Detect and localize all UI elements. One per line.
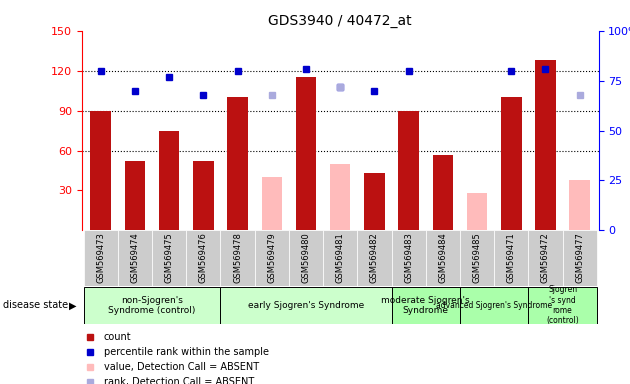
Text: GSM569484: GSM569484 [438, 232, 447, 283]
FancyBboxPatch shape [84, 230, 118, 286]
Text: disease state: disease state [3, 300, 68, 310]
FancyBboxPatch shape [152, 230, 186, 286]
Bar [159, 131, 180, 230]
Bar [295, 77, 316, 230]
Text: percentile rank within the sample: percentile rank within the sample [104, 347, 269, 357]
Title: GDS3940 / 40472_at: GDS3940 / 40472_at [268, 14, 412, 28]
Text: GSM569485: GSM569485 [472, 232, 481, 283]
Bar [91, 111, 111, 230]
FancyBboxPatch shape [529, 287, 597, 324]
FancyBboxPatch shape [186, 230, 220, 286]
Text: GSM569480: GSM569480 [302, 232, 311, 283]
FancyBboxPatch shape [220, 230, 255, 286]
Text: non-Sjogren's
Syndrome (control): non-Sjogren's Syndrome (control) [108, 296, 196, 315]
FancyBboxPatch shape [391, 230, 426, 286]
Bar [125, 161, 145, 230]
Bar [433, 154, 453, 230]
FancyBboxPatch shape [323, 230, 357, 286]
Text: GSM569481: GSM569481 [336, 232, 345, 283]
Bar [570, 180, 590, 230]
Text: advanced Sjogren's Syndrome: advanced Sjogren's Syndrome [436, 301, 553, 310]
Bar [467, 193, 488, 230]
Bar [330, 164, 350, 230]
Bar [501, 97, 522, 230]
Bar [227, 97, 248, 230]
Bar [536, 60, 556, 230]
FancyBboxPatch shape [460, 230, 494, 286]
Bar [364, 173, 385, 230]
Text: GSM569483: GSM569483 [404, 232, 413, 283]
FancyBboxPatch shape [563, 230, 597, 286]
Bar [261, 177, 282, 230]
Text: value, Detection Call = ABSENT: value, Detection Call = ABSENT [104, 362, 259, 372]
FancyBboxPatch shape [529, 230, 563, 286]
Text: GSM569482: GSM569482 [370, 232, 379, 283]
Text: GSM569475: GSM569475 [164, 232, 174, 283]
Text: GSM569473: GSM569473 [96, 232, 105, 283]
Text: early Sjogren's Syndrome: early Sjogren's Syndrome [248, 301, 364, 310]
FancyBboxPatch shape [289, 230, 323, 286]
Text: GSM569477: GSM569477 [575, 232, 584, 283]
Text: ▶: ▶ [69, 300, 77, 310]
FancyBboxPatch shape [391, 287, 460, 324]
FancyBboxPatch shape [494, 230, 529, 286]
Bar [398, 111, 419, 230]
Text: count: count [104, 332, 132, 342]
Text: GSM569478: GSM569478 [233, 232, 242, 283]
FancyBboxPatch shape [255, 230, 289, 286]
Text: GSM569474: GSM569474 [130, 232, 139, 283]
Text: GSM569476: GSM569476 [199, 232, 208, 283]
Text: Sjogren
's synd
rome
(control): Sjogren 's synd rome (control) [546, 285, 579, 325]
Text: GSM569472: GSM569472 [541, 232, 550, 283]
FancyBboxPatch shape [220, 287, 391, 324]
FancyBboxPatch shape [357, 230, 391, 286]
FancyBboxPatch shape [460, 287, 529, 324]
FancyBboxPatch shape [118, 230, 152, 286]
Text: rank, Detection Call = ABSENT: rank, Detection Call = ABSENT [104, 377, 254, 384]
FancyBboxPatch shape [426, 230, 460, 286]
Text: GSM569471: GSM569471 [507, 232, 516, 283]
FancyBboxPatch shape [84, 287, 220, 324]
Text: moderate Sjogren's
Syndrome: moderate Sjogren's Syndrome [381, 296, 470, 315]
Text: GSM569479: GSM569479 [267, 232, 277, 283]
Bar [193, 161, 214, 230]
